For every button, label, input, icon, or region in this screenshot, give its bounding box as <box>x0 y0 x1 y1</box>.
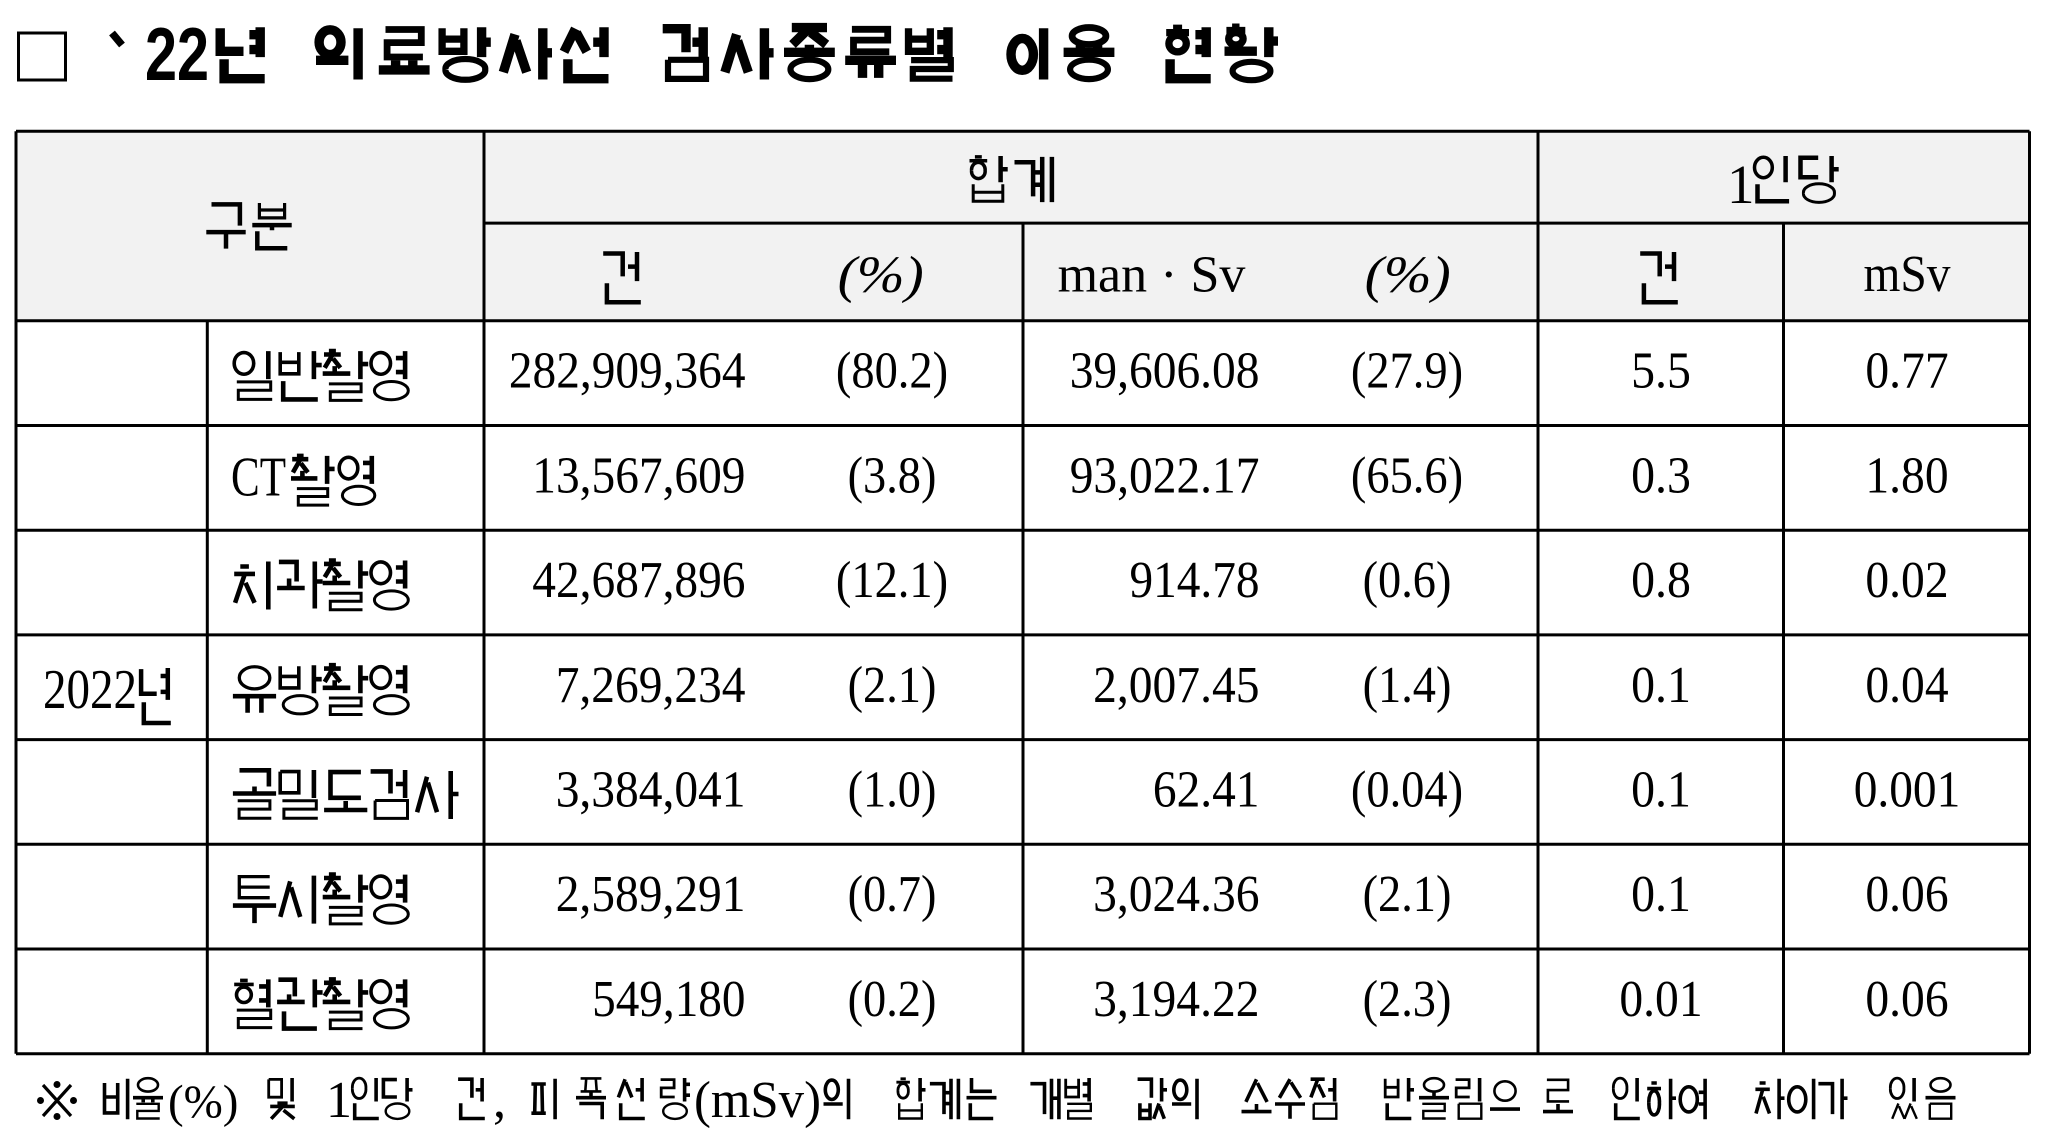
svg-text:42,687,896: 42,687,896 <box>532 552 745 609</box>
svg-text:(0.2): (0.2) <box>848 971 937 1028</box>
svg-text:(12.1): (12.1) <box>836 552 948 609</box>
svg-text:282,909,364: 282,909,364 <box>509 343 746 400</box>
svg-text:(%): (%) <box>168 1076 238 1128</box>
svg-text:13,567,609: 13,567,609 <box>532 447 745 504</box>
svg-text:0.001: 0.001 <box>1854 762 1961 819</box>
svg-text:(2.1): (2.1) <box>1363 866 1452 923</box>
svg-text:(0.04): (0.04) <box>1351 762 1463 819</box>
svg-text:(0.7): (0.7) <box>848 866 937 923</box>
svg-text:(0.6): (0.6) <box>1363 552 1452 609</box>
svg-text:0.02: 0.02 <box>1865 552 1948 609</box>
svg-text:1.80: 1.80 <box>1865 447 1948 504</box>
svg-text:0.77: 0.77 <box>1865 343 1948 400</box>
svg-text:3,194.22: 3,194.22 <box>1093 971 1259 1028</box>
svg-text:(%): (%) <box>1365 247 1451 304</box>
svg-text:0.04: 0.04 <box>1865 657 1948 714</box>
svg-text:3,384,041: 3,384,041 <box>556 762 746 819</box>
svg-text:7,269,234: 7,269,234 <box>556 657 746 714</box>
svg-text:(65.6): (65.6) <box>1351 447 1463 504</box>
svg-text:(%): (%) <box>838 247 924 304</box>
svg-text:,: , <box>493 1072 506 1129</box>
svg-text:(2.3): (2.3) <box>1363 971 1452 1028</box>
svg-text:(27.9): (27.9) <box>1351 343 1463 400</box>
svg-text:2,589,291: 2,589,291 <box>556 866 746 923</box>
svg-text:0.8: 0.8 <box>1631 552 1691 609</box>
svg-text:man · Sv: man · Sv <box>1058 247 1246 304</box>
svg-text:0.3: 0.3 <box>1631 447 1691 504</box>
svg-text:1: 1 <box>326 1072 352 1129</box>
svg-text:2022: 2022 <box>43 659 137 721</box>
svg-text:62.41: 62.41 <box>1153 762 1260 819</box>
svg-text:0.1: 0.1 <box>1631 762 1691 819</box>
svg-text:CT: CT <box>231 446 286 508</box>
svg-text:5.5: 5.5 <box>1631 343 1691 400</box>
svg-text:(80.2): (80.2) <box>836 343 948 400</box>
svg-text:39,606.08: 39,606.08 <box>1070 343 1260 400</box>
svg-text:549,180: 549,180 <box>592 971 745 1028</box>
svg-text:0.06: 0.06 <box>1865 866 1948 923</box>
svg-text:22: 22 <box>145 12 209 96</box>
svg-text:(1.4): (1.4) <box>1363 657 1452 714</box>
svg-text:(1.0): (1.0) <box>848 762 937 819</box>
svg-text:0.1: 0.1 <box>1631 657 1691 714</box>
svg-text:1: 1 <box>1727 154 1755 215</box>
svg-text:914.78: 914.78 <box>1130 552 1260 609</box>
svg-text:mSv: mSv <box>1864 246 1951 303</box>
svg-text:(mSv): (mSv) <box>694 1072 821 1129</box>
svg-text:(3.8): (3.8) <box>848 447 937 504</box>
svg-text:(2.1): (2.1) <box>848 657 937 714</box>
svg-text:0.1: 0.1 <box>1631 866 1691 923</box>
svg-text:3,024.36: 3,024.36 <box>1093 866 1259 923</box>
svg-text:0.01: 0.01 <box>1619 971 1702 1028</box>
svg-text:0.06: 0.06 <box>1865 971 1948 1028</box>
svg-text:2,007.45: 2,007.45 <box>1093 657 1259 714</box>
svg-text:93,022.17: 93,022.17 <box>1070 447 1260 504</box>
